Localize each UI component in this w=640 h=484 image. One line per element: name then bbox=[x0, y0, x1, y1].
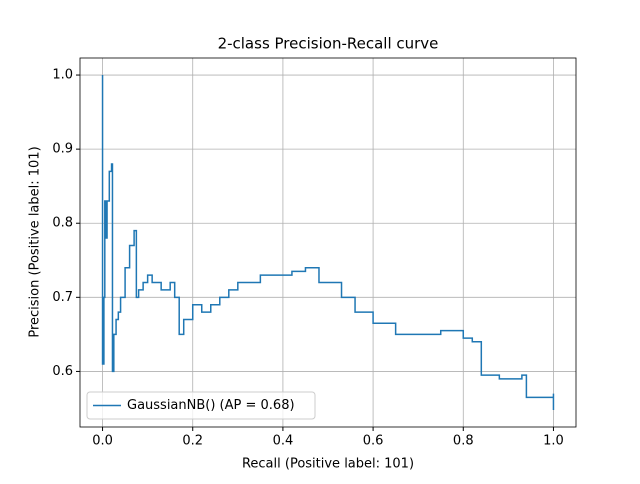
curve bbox=[101, 75, 555, 410]
x-tick-label: 0.2 bbox=[182, 434, 203, 449]
y-tick-label: 0.8 bbox=[52, 216, 73, 231]
axes-frame bbox=[79, 57, 577, 428]
y-axis-label: Precision (Positive label: 101) bbox=[28, 146, 43, 337]
y-tick-label: 0.7 bbox=[52, 290, 73, 305]
legend-label: GaussianNB() (AP = 0.68) bbox=[127, 398, 295, 413]
x-tick-label: 1.0 bbox=[543, 434, 564, 449]
x-tick-label: 0.0 bbox=[92, 434, 113, 449]
chart-title: 2-class Precision-Recall curve bbox=[218, 35, 439, 53]
x-tick-label: 0.6 bbox=[363, 434, 384, 449]
y-tick-label: 0.9 bbox=[52, 142, 73, 157]
x-axis-label: Recall (Positive label: 101) bbox=[242, 457, 414, 472]
y-tick-label: 0.6 bbox=[52, 364, 73, 379]
x-tick-label: 0.8 bbox=[453, 434, 474, 449]
y-tick-label: 1.0 bbox=[52, 68, 73, 83]
legend-box bbox=[86, 391, 316, 420]
x-tick-label: 0.4 bbox=[273, 434, 294, 449]
